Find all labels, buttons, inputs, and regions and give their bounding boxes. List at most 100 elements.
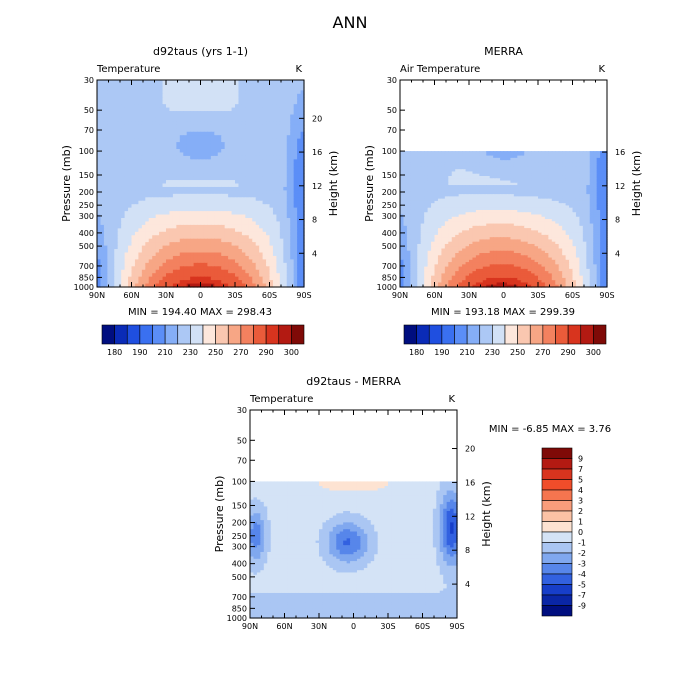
contour-cell bbox=[131, 93, 136, 98]
contour-cell bbox=[565, 171, 570, 175]
contour-cell bbox=[458, 196, 463, 200]
contour-cell bbox=[190, 83, 195, 88]
contour-cell bbox=[272, 200, 277, 205]
contour-cell bbox=[176, 104, 181, 109]
contour-cell bbox=[166, 152, 171, 157]
contour-cell bbox=[162, 190, 167, 195]
contour-cell bbox=[172, 283, 177, 288]
contour-cell bbox=[162, 169, 167, 174]
contour-cell bbox=[97, 204, 102, 209]
contour-cell bbox=[141, 128, 146, 133]
contour-cell bbox=[475, 151, 480, 154]
contour-cell bbox=[186, 193, 191, 198]
contour-cell bbox=[128, 214, 133, 219]
contour-cell bbox=[100, 149, 105, 154]
contour-cell bbox=[210, 280, 215, 285]
contour-cell bbox=[162, 228, 167, 233]
contour-cell bbox=[400, 169, 405, 173]
contour-cell bbox=[276, 255, 281, 260]
contour-cell bbox=[266, 183, 271, 188]
contour-cell bbox=[172, 80, 177, 85]
contour-cell bbox=[269, 266, 274, 271]
contour-cell bbox=[231, 269, 236, 274]
contour-cell bbox=[520, 194, 525, 197]
contour-cell bbox=[103, 197, 108, 202]
contour-cell bbox=[169, 283, 174, 288]
contour-cell bbox=[176, 121, 181, 126]
contour-cell bbox=[410, 182, 415, 186]
contour-cell bbox=[283, 107, 288, 112]
contour-cell bbox=[400, 171, 405, 175]
contour-cell bbox=[582, 180, 587, 184]
contour-cell bbox=[200, 262, 205, 267]
contour-cell bbox=[479, 191, 484, 195]
contour-cell bbox=[279, 145, 284, 150]
contour-cell bbox=[179, 121, 184, 126]
contour-cell bbox=[427, 157, 432, 161]
contour-cell bbox=[272, 111, 277, 116]
contour-cell bbox=[124, 176, 129, 181]
contour-cell bbox=[128, 221, 133, 226]
contour-cell bbox=[114, 249, 119, 254]
contour-cell bbox=[420, 189, 425, 193]
contour-cell bbox=[248, 262, 253, 267]
contour-cell bbox=[169, 269, 174, 274]
contour-cell bbox=[134, 111, 139, 116]
contour-cell bbox=[544, 169, 549, 173]
contour-cell bbox=[145, 142, 150, 147]
contour-cell bbox=[172, 131, 177, 136]
contour-cell bbox=[245, 104, 250, 109]
contour-cell bbox=[293, 266, 298, 271]
contour-cell bbox=[134, 180, 139, 185]
contour-cell bbox=[138, 214, 143, 219]
contour-cell bbox=[248, 190, 253, 195]
contour-cell bbox=[148, 149, 153, 154]
contour-cell bbox=[148, 121, 153, 126]
contour-cell bbox=[279, 176, 284, 181]
contour-cell bbox=[203, 107, 208, 112]
contour-cell bbox=[128, 266, 133, 271]
contour-cell bbox=[444, 164, 449, 168]
contour-cell bbox=[121, 128, 126, 133]
contour-cell bbox=[203, 231, 208, 236]
contour-cell bbox=[221, 169, 226, 174]
y-tick-label: 30 bbox=[84, 76, 94, 85]
contour-cell bbox=[586, 162, 591, 166]
contour-cell bbox=[155, 80, 160, 85]
contour-cell bbox=[110, 80, 115, 85]
contour-cell bbox=[451, 155, 456, 159]
contour-cell bbox=[214, 211, 219, 216]
contour-cell bbox=[231, 128, 236, 133]
contour-cell bbox=[114, 242, 119, 247]
contour-cell bbox=[214, 255, 219, 260]
contour-cell bbox=[124, 228, 129, 233]
contour-cell bbox=[145, 111, 150, 116]
contour-cell bbox=[413, 151, 418, 154]
contour-cell bbox=[169, 117, 174, 122]
contour-cell bbox=[245, 252, 250, 257]
contour-cell bbox=[128, 97, 133, 102]
contour-cell bbox=[228, 183, 233, 188]
contour-cell bbox=[169, 186, 174, 191]
contour-cell bbox=[128, 159, 133, 164]
contour-cell bbox=[241, 149, 246, 154]
contour-cell bbox=[455, 180, 460, 184]
contour-cell bbox=[245, 224, 250, 229]
contour-cell bbox=[138, 186, 143, 191]
contour-cell bbox=[506, 162, 511, 166]
contour-cell bbox=[155, 135, 160, 140]
contour-cell bbox=[238, 269, 243, 274]
contour-cell bbox=[527, 196, 532, 200]
contour-cell bbox=[121, 152, 126, 157]
contour-cell bbox=[444, 173, 449, 177]
contour-cell bbox=[582, 153, 587, 157]
contour-cell bbox=[534, 185, 539, 188]
contour-cell bbox=[482, 191, 487, 195]
contour-cell bbox=[172, 273, 177, 278]
contour-cell bbox=[465, 187, 470, 191]
contour-cell bbox=[141, 276, 146, 281]
contour-cell bbox=[176, 86, 181, 91]
contour-cell bbox=[103, 266, 108, 271]
contour-cell bbox=[579, 178, 584, 182]
contour-cell bbox=[493, 187, 498, 191]
